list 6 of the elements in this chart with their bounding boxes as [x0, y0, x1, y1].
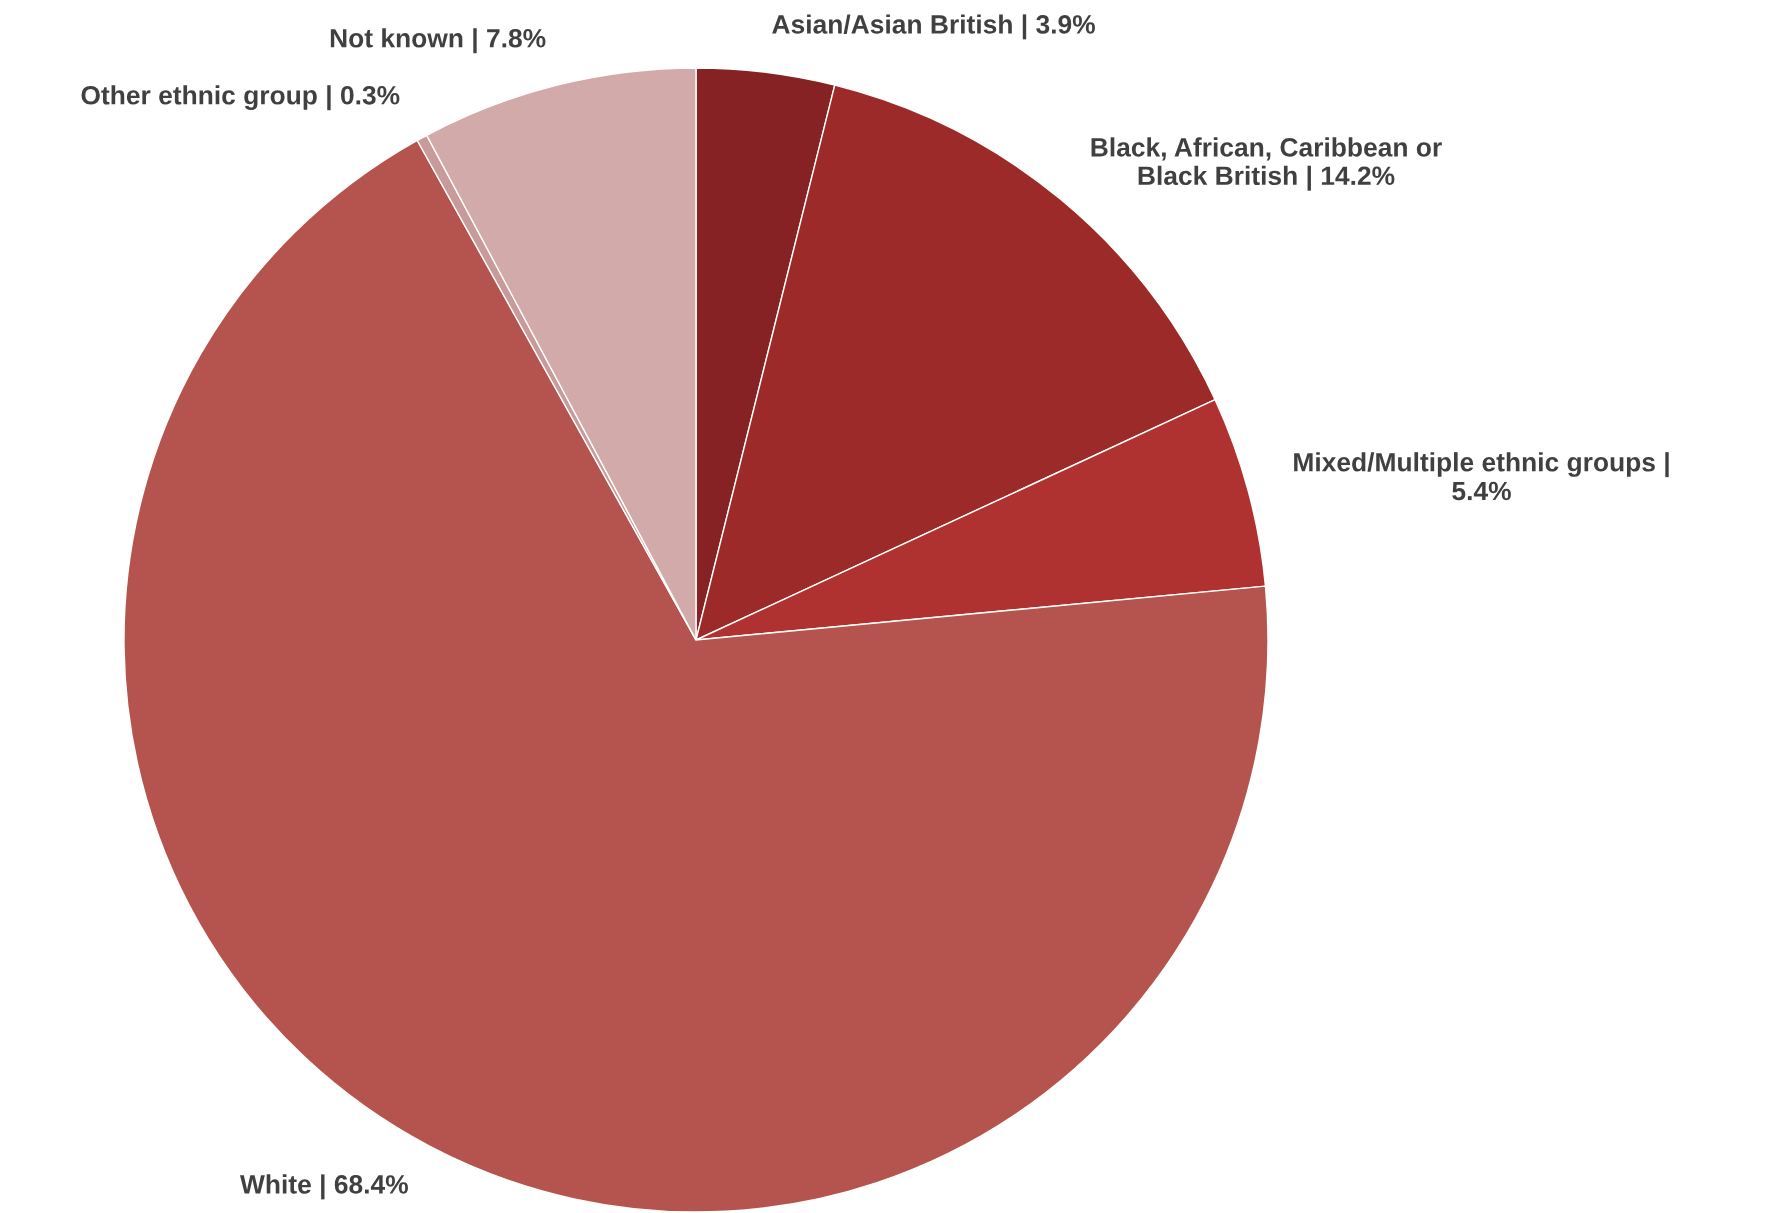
slice-label: Black, African, Caribbean or Black British | 14.2%: [1091, 137, 1442, 191]
slice-label: White | 68.4%: [239, 1174, 408, 1200]
slice-label: Asian/Asian British | 3.9%: [772, 14, 1095, 40]
slice-label: Other ethnic group | 0.3%: [81, 85, 400, 111]
slice-label: Mixed/Multiple ethnic groups | 5.4%: [1294, 452, 1669, 501]
slice-label: Not known | 7.8%: [330, 28, 546, 54]
